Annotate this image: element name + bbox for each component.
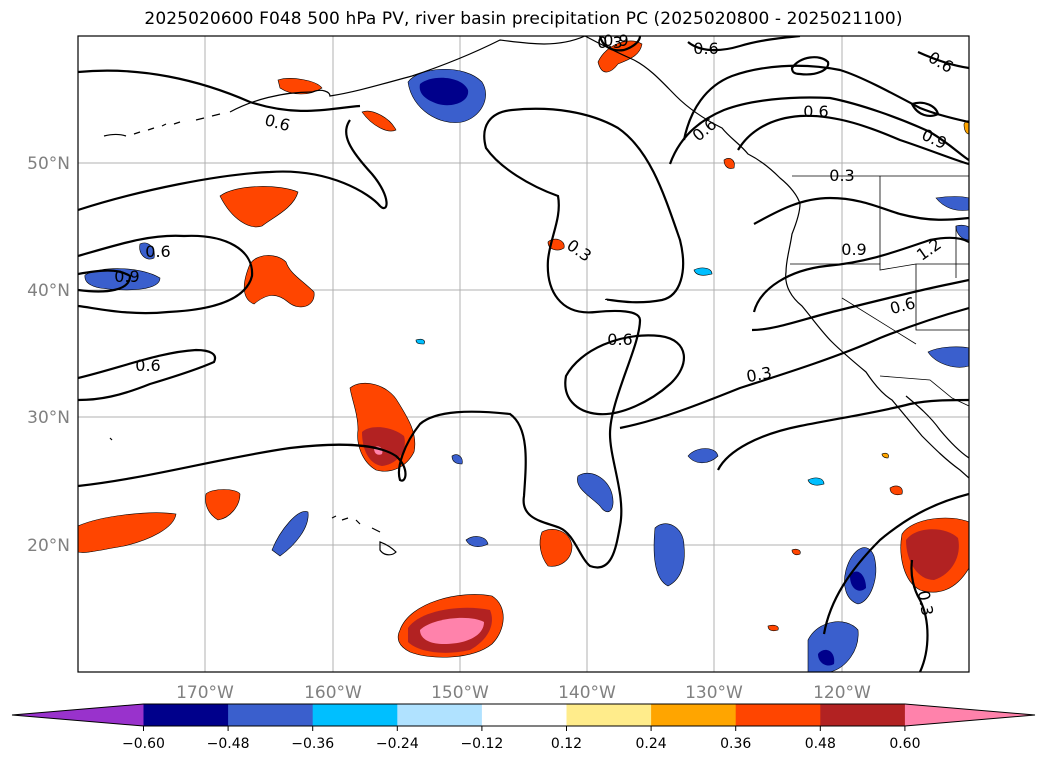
colorbar-segment [735,704,821,726]
colorbar-tick-label: 0.36 [720,736,751,752]
contour-label: 0.9 [841,240,866,259]
boundaries [790,175,969,407]
colorbar-tick-label: −0.48 [207,736,250,752]
contour-label: 0.6 [803,102,828,121]
colorbar-tick-label: −0.12 [460,736,503,752]
lat-label: 40°N [27,281,70,301]
colorbar-segment [397,704,483,726]
colorbar-tick-label: 0.60 [889,736,920,752]
colorbar-tick-label: 0.48 [805,736,836,752]
contour-label: 0.6 [693,39,718,58]
longitude-labels: 170°W 160°W 150°W 140°W 130°W 120°W [176,683,871,703]
colorbar-segment [820,704,906,726]
colorbar-segment [651,704,737,726]
lon-label: 160°W [304,683,362,703]
colorbar-segment [566,704,652,726]
map-area [78,36,969,672]
lon-label: 130°W [685,683,743,703]
contour-label: 0.3 [597,33,622,52]
contour-label: 0.3 [745,363,773,386]
contour-label: 0.6 [135,356,160,375]
contour-label: 0.3 [829,166,854,185]
contour-label: 0.6 [145,242,170,261]
colorbar-segment [228,704,314,726]
lon-label: 120°W [813,683,871,703]
lon-label: 140°W [558,683,616,703]
colorbar-tick-label: 0.12 [551,736,582,752]
lon-label: 170°W [176,683,234,703]
shaded-field [78,40,969,672]
colorbar: −0.60 −0.48 −0.36 −0.24 −0.12 0.12 0.24 0.36 0.4… [11,703,1036,752]
contour-label: 0.9 [114,267,139,286]
contour-label: 0.3 [914,589,937,617]
map-title: 2025020600 F048 500 hPa PV, river basin … [144,9,903,29]
lat-label: 30°N [27,408,70,428]
lat-label: 50°N [27,154,70,174]
pv-contours [78,36,969,672]
map-frame [77,35,970,673]
colorbar-extend-max [904,704,1035,726]
lon-label: 150°W [431,683,489,703]
colorbar-tick-label: −0.60 [122,736,165,752]
latitude-labels: 50°N 40°N 30°N 20°N [27,154,70,556]
lat-label: 20°N [27,536,70,556]
colorbar-segment [312,704,398,726]
colorbar-extend-min [12,704,144,726]
colorbar-segment [481,704,567,726]
colorbar-tick-label: −0.24 [376,736,419,752]
coastlines [103,36,969,556]
colorbar-segment [143,704,229,726]
colorbar-tick-label: 0.24 [636,736,667,752]
contour-label: 0.6 [607,330,632,349]
colorbar-tick-label: −0.36 [291,736,334,752]
